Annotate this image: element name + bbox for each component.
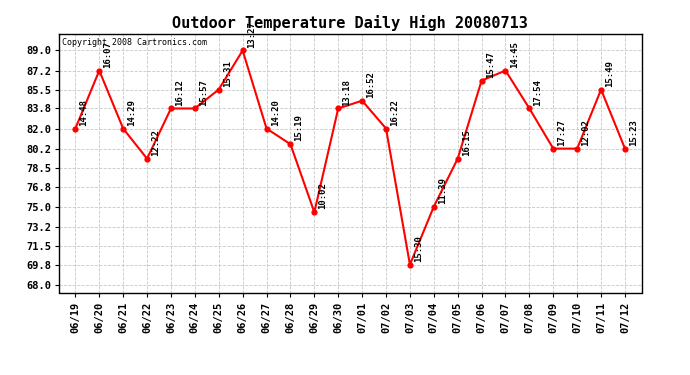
Point	[189, 105, 200, 111]
Text: 15:57: 15:57	[199, 79, 208, 106]
Text: 11:39: 11:39	[438, 177, 447, 204]
Point	[595, 87, 607, 93]
Text: 15:30: 15:30	[414, 235, 423, 262]
Point	[94, 68, 105, 74]
Text: Copyright 2008 Cartronics.com: Copyright 2008 Cartronics.com	[61, 38, 206, 46]
Text: 10:02: 10:02	[319, 183, 328, 209]
Text: 16:15: 16:15	[462, 129, 471, 156]
Text: 15:31: 15:31	[223, 60, 232, 87]
Point	[213, 87, 224, 93]
Text: 13:27: 13:27	[247, 21, 256, 48]
Point	[404, 262, 415, 268]
Text: 12:22: 12:22	[151, 129, 160, 156]
Text: 16:12: 16:12	[175, 79, 184, 106]
Text: 15:19: 15:19	[295, 114, 304, 141]
Point	[452, 156, 463, 162]
Title: Outdoor Temperature Daily High 20080713: Outdoor Temperature Daily High 20080713	[172, 15, 528, 31]
Point	[524, 105, 535, 111]
Point	[237, 48, 248, 54]
Text: 16:07: 16:07	[104, 41, 112, 68]
Text: 14:29: 14:29	[128, 99, 137, 126]
Point	[333, 105, 344, 111]
Point	[309, 209, 320, 215]
Point	[500, 68, 511, 74]
Text: 14:45: 14:45	[510, 41, 519, 68]
Text: 16:52: 16:52	[366, 71, 375, 98]
Text: 15:47: 15:47	[486, 51, 495, 78]
Text: 15:49: 15:49	[605, 60, 614, 87]
Point	[571, 146, 582, 152]
Text: 17:54: 17:54	[533, 79, 542, 106]
Point	[70, 126, 81, 132]
Text: 12:02: 12:02	[582, 119, 591, 146]
Point	[620, 146, 631, 152]
Point	[476, 78, 487, 84]
Point	[261, 126, 272, 132]
Text: 15:23: 15:23	[629, 119, 638, 146]
Point	[380, 126, 391, 132]
Text: 14:48: 14:48	[79, 99, 88, 126]
Point	[428, 204, 440, 210]
Point	[141, 156, 152, 162]
Point	[285, 141, 296, 147]
Point	[118, 126, 129, 132]
Text: 14:20: 14:20	[270, 99, 279, 126]
Point	[357, 98, 368, 104]
Text: 13:18: 13:18	[342, 79, 351, 106]
Text: 17:27: 17:27	[558, 119, 566, 146]
Point	[166, 105, 177, 111]
Text: 16:22: 16:22	[390, 99, 400, 126]
Point	[548, 146, 559, 152]
